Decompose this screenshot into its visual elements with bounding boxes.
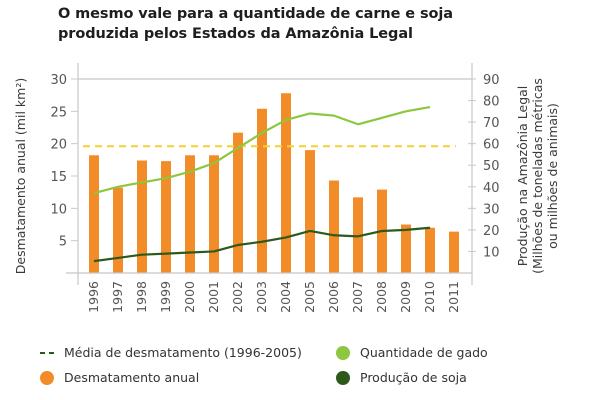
x-tick-label: 1997 [110, 281, 125, 313]
right-axis-title: Produção na Amazônia Legal (Milhões de t… [515, 78, 560, 274]
legend-label: Desmatamento anual [64, 370, 200, 385]
x-tick-label: 2003 [254, 281, 269, 313]
bar-2009 [401, 224, 411, 273]
bar-1999 [161, 161, 171, 273]
right-tick-label: 10 [483, 245, 500, 260]
right-tick-label: 70 [483, 116, 500, 131]
circle-icon [336, 345, 350, 360]
line-soy [93, 226, 431, 263]
bar-2000 [185, 155, 195, 273]
x-tick-label: 1998 [134, 281, 149, 313]
legend-item-cattle: Quantidade de gado [336, 345, 488, 360]
x-tick-label: 2006 [326, 281, 341, 313]
bar-2010 [425, 227, 435, 273]
right-tick-label: 90 [483, 73, 500, 88]
legend-item-deforestation: Desmatamento anual [40, 370, 199, 385]
x-tick-label: 2002 [230, 281, 245, 313]
left-axis-ticks: 5 10 15 20 25 30 [50, 73, 78, 250]
legend-label: Média de desmatamento (1996-2005) [64, 345, 302, 360]
legend-label: Quantidade de gado [360, 345, 488, 360]
bar-2001 [209, 155, 219, 273]
right-tick-label: 60 [483, 138, 500, 153]
dashed-line-icon [40, 351, 54, 354]
x-tick-label: 2007 [350, 281, 365, 313]
legend-item-average: Média de desmatamento (1996-2005) [40, 345, 302, 360]
bar-1997 [113, 187, 123, 273]
bar-2007 [353, 197, 363, 273]
bar-2002 [233, 132, 243, 273]
left-tick-label: 10 [50, 202, 67, 217]
chart-title: O mesmo vale para a quantidade de carne … [58, 6, 453, 42]
right-axis-ticks: 10 20 30 40 50 60 70 80 90 [468, 73, 500, 260]
left-tick-label: 20 [50, 138, 67, 153]
bar-1998 [137, 160, 147, 273]
x-tick-label: 2004 [278, 281, 293, 313]
x-tick-label: 2010 [422, 281, 437, 313]
bar-2003 [257, 108, 267, 273]
circle-icon [40, 370, 54, 385]
x-tick-label: 1999 [158, 281, 173, 313]
axes [66, 63, 473, 285]
x-axis-ticks: 1996 1997 1998 1999 2000 2001 2002 2003 2004 2005… [86, 281, 461, 313]
right-tick-label: 80 [483, 95, 500, 110]
left-tick-label: 30 [50, 73, 67, 88]
x-tick-label: 2000 [182, 281, 197, 313]
bar-1996 [89, 155, 99, 273]
legend-item-soy: Produção de soja [336, 370, 467, 385]
x-tick-label: 2011 [446, 281, 461, 313]
right-axis-title-line-1: Produção na Amazônia Legal [515, 86, 530, 267]
right-axis-title-line-2: (Milhões de toneladas métricas [530, 78, 545, 274]
right-axis-title-line-3: ou milhões de animais) [545, 103, 560, 249]
left-axis-title: Desmatamento anual (mil km²) [13, 78, 28, 274]
left-tick-label: 5 [59, 235, 67, 250]
right-tick-label: 40 [483, 181, 500, 196]
bar-2004 [281, 93, 291, 273]
bar-2006 [329, 180, 339, 273]
left-tick-label: 25 [50, 105, 67, 120]
bar-2011 [449, 231, 459, 273]
circle-icon [336, 370, 350, 385]
legend-label: Produção de soja [360, 370, 467, 385]
x-tick-label: 2005 [302, 281, 317, 313]
line-series [93, 105, 431, 263]
line-cattle [93, 105, 431, 195]
x-tick-label: 2009 [398, 281, 413, 313]
left-tick-label: 15 [50, 170, 67, 185]
right-tick-label: 50 [483, 159, 500, 174]
right-tick-label: 30 [483, 202, 500, 217]
right-tick-label: 20 [483, 224, 500, 239]
x-tick-label: 1996 [86, 281, 101, 313]
x-tick-label: 2008 [374, 281, 389, 313]
x-tick-label: 2001 [206, 281, 221, 313]
bar-2005 [305, 150, 315, 273]
